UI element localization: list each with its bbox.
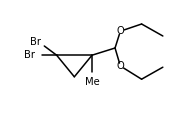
Text: O: O [116,61,124,71]
Text: Me: Me [85,77,99,87]
Text: Br: Br [24,50,35,60]
Text: O: O [116,26,124,36]
Text: Br: Br [30,37,41,47]
